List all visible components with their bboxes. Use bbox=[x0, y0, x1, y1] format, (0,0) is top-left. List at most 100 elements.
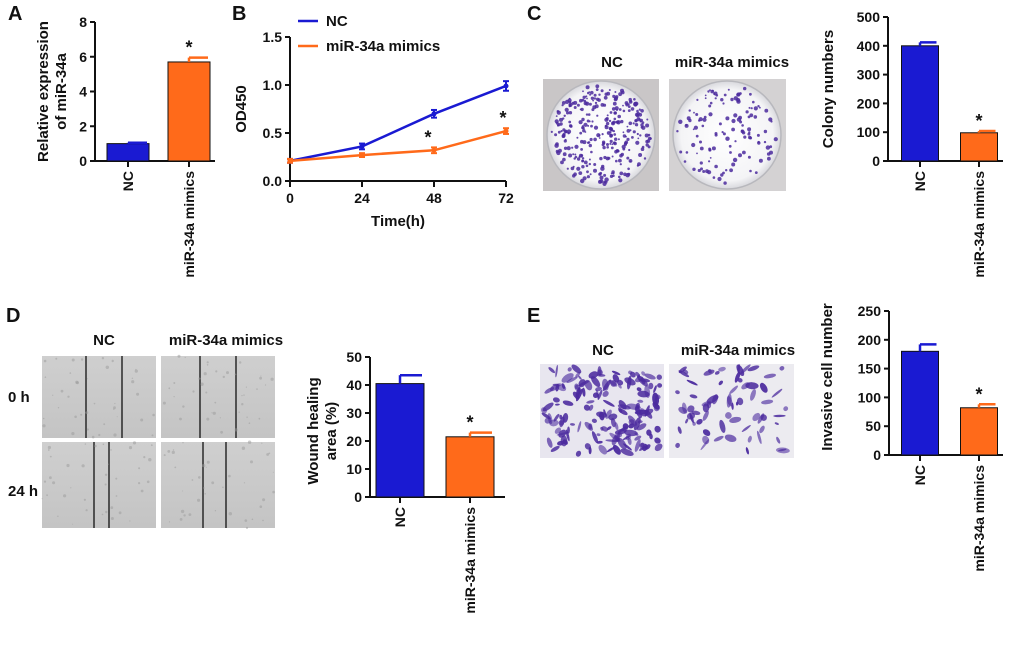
colony-dot bbox=[698, 119, 701, 122]
invasive-cell bbox=[714, 370, 720, 375]
colony-dot bbox=[568, 120, 572, 124]
wound-speck bbox=[261, 442, 263, 444]
colony-dot bbox=[570, 166, 575, 171]
colony-dot bbox=[619, 163, 622, 166]
colony-dot bbox=[622, 109, 626, 113]
invasion-photo-label-mimics: miR-34a mimics bbox=[681, 342, 795, 359]
y-tick-label: 20 bbox=[346, 433, 362, 449]
invasive-cell bbox=[703, 369, 715, 376]
colony-dot bbox=[590, 90, 594, 95]
colony-dot bbox=[739, 92, 742, 95]
colony-dot bbox=[562, 128, 566, 132]
colony-dot bbox=[627, 167, 630, 171]
invasive-cell bbox=[598, 444, 608, 455]
colony-dot bbox=[576, 103, 580, 107]
colony-dot bbox=[713, 91, 718, 96]
colony-dot bbox=[634, 123, 639, 127]
invasive-cell bbox=[729, 385, 738, 395]
colony-dot bbox=[633, 98, 636, 101]
colony-dot bbox=[583, 122, 588, 127]
wound-speck bbox=[129, 520, 131, 522]
wound-speck bbox=[234, 428, 238, 432]
invasive-cell bbox=[611, 370, 621, 376]
colony-dot bbox=[631, 136, 634, 139]
y-tick-label: 250 bbox=[858, 303, 882, 319]
colony-dot bbox=[581, 159, 585, 162]
colony-dot bbox=[582, 95, 586, 100]
invasive-cell bbox=[547, 413, 553, 425]
colony-dot bbox=[602, 181, 607, 186]
invasive-cell bbox=[750, 389, 756, 401]
colony-dot bbox=[562, 157, 566, 162]
y-tick-label: 0.5 bbox=[263, 125, 283, 141]
y-tick-label: 30 bbox=[346, 405, 362, 421]
wound-speck bbox=[49, 455, 52, 458]
y-tick-label: 0 bbox=[872, 153, 880, 169]
colony-dot bbox=[640, 109, 644, 113]
invasive-cell bbox=[656, 374, 663, 380]
wound-speck bbox=[244, 519, 248, 522]
colony-dot bbox=[723, 181, 727, 185]
colony-dot bbox=[609, 131, 612, 134]
wound-speck bbox=[110, 449, 112, 451]
colony-dot bbox=[745, 110, 749, 114]
colony-dot bbox=[725, 136, 730, 141]
colony-dot bbox=[618, 158, 622, 163]
wound-speck bbox=[238, 411, 240, 413]
wound-speck bbox=[243, 482, 246, 484]
colony-dot bbox=[596, 114, 599, 117]
invasion-cells-mimics bbox=[675, 363, 790, 455]
colony-dot bbox=[616, 109, 618, 111]
wound-speck bbox=[47, 449, 50, 451]
colony-dot bbox=[604, 117, 609, 122]
wound-speck bbox=[191, 479, 194, 481]
wound-speck bbox=[162, 401, 166, 405]
y-tick-label: 0.0 bbox=[263, 173, 283, 189]
colony-dot bbox=[576, 166, 581, 171]
invasive-cell bbox=[606, 446, 616, 453]
colony-dot bbox=[757, 105, 760, 108]
significance-star: * bbox=[424, 127, 431, 147]
colony-dot bbox=[583, 101, 588, 106]
colony-dot bbox=[696, 152, 698, 155]
wound-speck bbox=[248, 422, 251, 425]
colony-dot bbox=[601, 133, 604, 136]
series-line-mimics bbox=[289, 129, 507, 163]
y-axis-label-line2: of miR-34a bbox=[53, 53, 70, 130]
colony-dot bbox=[603, 173, 607, 177]
colony-dot bbox=[645, 123, 650, 128]
invasive-cell bbox=[675, 442, 680, 448]
colony-dot bbox=[585, 113, 589, 116]
x-tick-label: miR-34a mimics bbox=[462, 507, 478, 614]
data-point bbox=[287, 158, 293, 164]
invasive-cell bbox=[689, 413, 694, 424]
colony-dot bbox=[611, 155, 614, 158]
colony-dot bbox=[562, 132, 566, 136]
colony-dot bbox=[692, 128, 695, 131]
colony-dot bbox=[743, 135, 747, 139]
invasive-cell bbox=[702, 410, 709, 421]
invasive-cell bbox=[689, 394, 698, 399]
colony-dot bbox=[583, 99, 587, 103]
invasive-cell bbox=[578, 380, 590, 387]
legend-label: miR-34a mimics bbox=[326, 38, 440, 55]
colony-dot bbox=[710, 89, 714, 94]
chart-e-invasive-cells: 0 50 100 150 200 250 Invasive cell number NC * mi… bbox=[819, 303, 1003, 572]
invasive-cell bbox=[557, 440, 565, 446]
colony-dot bbox=[585, 85, 590, 90]
y-tick-label: 200 bbox=[858, 332, 882, 348]
colony-dot bbox=[688, 118, 692, 123]
panel-label-d: D bbox=[6, 305, 20, 327]
colony-dot bbox=[610, 172, 613, 175]
invasive-cell bbox=[737, 363, 741, 374]
invasive-cell bbox=[756, 430, 762, 445]
colony-dot bbox=[679, 150, 683, 154]
colony-dot bbox=[612, 120, 616, 124]
invasive-cell bbox=[745, 382, 759, 390]
wound-speck bbox=[152, 413, 155, 417]
invasive-cell bbox=[584, 443, 591, 450]
x-axis-label: Time(h) bbox=[371, 213, 425, 230]
colony-dot bbox=[558, 148, 562, 153]
invasive-cell bbox=[644, 373, 656, 380]
